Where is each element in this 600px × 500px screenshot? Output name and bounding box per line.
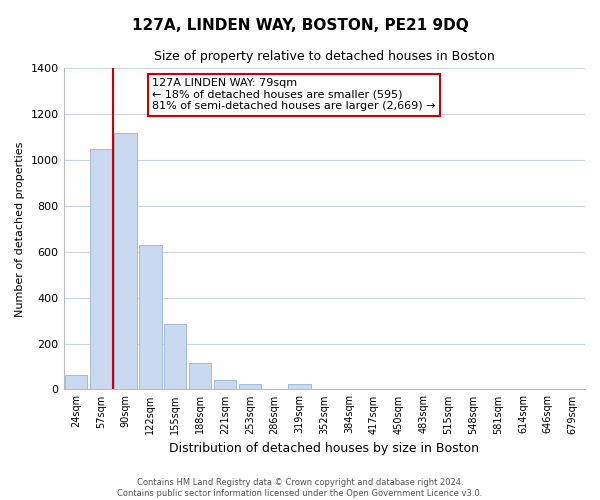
Bar xyxy=(65,374,87,390)
X-axis label: Distribution of detached houses by size in Boston: Distribution of detached houses by size … xyxy=(169,442,479,455)
Bar xyxy=(89,148,112,390)
Bar xyxy=(164,324,187,390)
Bar xyxy=(139,245,161,390)
Text: 127A LINDEN WAY: 79sqm
← 18% of detached houses are smaller (595)
81% of semi-de: 127A LINDEN WAY: 79sqm ← 18% of detached… xyxy=(152,78,436,111)
Title: Size of property relative to detached houses in Boston: Size of property relative to detached ho… xyxy=(154,50,494,63)
Y-axis label: Number of detached properties: Number of detached properties xyxy=(15,141,25,316)
Bar xyxy=(288,384,311,390)
Bar xyxy=(115,132,137,390)
Text: 127A, LINDEN WAY, BOSTON, PE21 9DQ: 127A, LINDEN WAY, BOSTON, PE21 9DQ xyxy=(131,18,469,32)
Bar xyxy=(214,380,236,390)
Bar xyxy=(189,363,211,390)
Bar xyxy=(239,384,261,390)
Text: Contains HM Land Registry data © Crown copyright and database right 2024.
Contai: Contains HM Land Registry data © Crown c… xyxy=(118,478,482,498)
